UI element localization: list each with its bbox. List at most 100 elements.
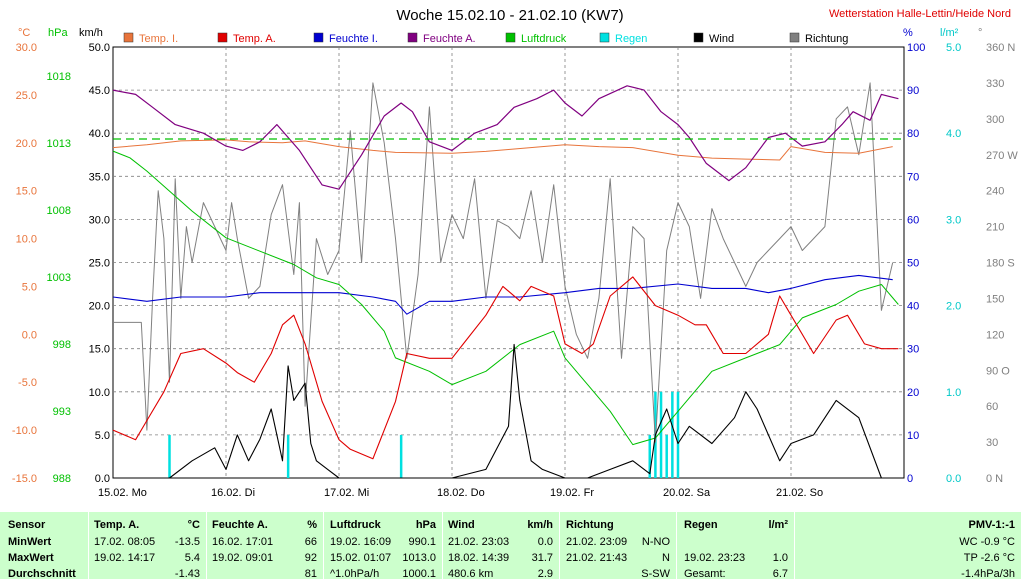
temp-tick-label: 20.0 <box>16 138 37 150</box>
x-axis-labels: 15.02. Mo 16.02. Di 17.02. Mi 18.02. Do 19.0… <box>98 487 823 499</box>
header-direction: Richtung <box>566 519 614 531</box>
max-hum-time: 19.02. 09:01 <box>212 552 274 564</box>
legend-swatch <box>789 32 800 43</box>
axis-unit-labels: °C hPa km/h % l/m² ° <box>18 27 982 39</box>
chart-title: Woche 15.02.10 - 21.02.10 (KW7) <box>396 7 623 24</box>
direction-tick-label: 330 <box>986 78 1004 90</box>
legend: Temp. I. Temp. A. Feuchte I. Feuchte A. Luft… <box>123 32 848 45</box>
min-wind-value: 0.0 <box>537 536 553 548</box>
right-axis-ticks: 10090807060504030201005.04.03.02.01.00.0… <box>907 42 1018 485</box>
header-temp: Temp. A. <box>94 519 140 531</box>
min-dir-time: 21.02. 23:09 <box>566 536 628 548</box>
pressure-tick-label: 1008 <box>47 205 71 217</box>
legend-label: Feuchte I. <box>329 33 378 45</box>
humidity-tick-label: 100 <box>907 42 925 54</box>
header-pmv: PMV-1:-1 <box>968 519 1015 531</box>
min-temp-value: -13.5 <box>174 536 200 548</box>
direction-tick-label: 60 <box>986 401 998 413</box>
rain-tick-label: 0.0 <box>946 473 961 485</box>
legend-label: Feuchte A. <box>423 33 476 45</box>
min-hum-value: 66 <box>304 536 317 548</box>
rain-total-label: Gesamt: <box>684 568 726 579</box>
max-dir-value: N <box>662 552 670 564</box>
humidity-tick-label: 20 <box>907 387 919 399</box>
wind-tick-label: 20.0 <box>89 301 110 313</box>
legend-label: Temp. A. <box>233 33 276 45</box>
min-press-value: 990.1 <box>408 536 436 548</box>
temp-tick-label: 25.0 <box>16 90 37 102</box>
max-press-value: 1013.0 <box>402 552 436 564</box>
header-rain: Regen <box>684 519 718 531</box>
header-pressure-unit: hPa <box>415 519 436 531</box>
humidity-tick-label: 60 <box>907 214 919 226</box>
rain-tick-label: 5.0 <box>946 42 961 54</box>
legend-swatch <box>123 32 134 43</box>
direction-tick-label: 150 <box>986 293 1004 305</box>
pmv-dew-point: TP -2.6 °C <box>963 552 1015 564</box>
row-label-average: Durchschnitt <box>8 568 76 579</box>
header-rain-unit: l/m² <box>768 519 788 531</box>
direction-tick-label: 300 <box>986 114 1004 126</box>
max-temp-time: 19.02. 14:17 <box>94 552 156 564</box>
wind-tick-label: 15.0 <box>89 344 110 356</box>
temp-tick-label: 10.0 <box>16 234 37 246</box>
direction-tick-label: 90 O <box>986 365 1010 377</box>
rain-tick-label: 3.0 <box>946 214 961 226</box>
rain-tick-label: 2.0 <box>946 301 961 313</box>
rain-tick-label: 1.0 <box>946 387 961 399</box>
wind-tick-label: 35.0 <box>89 171 110 183</box>
temp-tick-label: -10.0 <box>12 425 37 437</box>
rain-tick-label: 4.0 <box>946 128 961 140</box>
temp-a-line <box>112 276 899 460</box>
avg-temp-value: -1.43 <box>174 568 200 579</box>
pressure-tick-label: 1003 <box>47 272 71 284</box>
left-axis-ticks: 30.0 25.0 20.0 15.0 10.0 5.0 0.0 -5.0 -10.0 -15.0… <box>12 42 110 485</box>
humidity-tick-label: 40 <box>907 301 919 313</box>
temp-tick-label: 0.0 <box>22 329 37 341</box>
x-axis-day-label: 21.02. So <box>776 487 823 499</box>
humidity-tick-label: 50 <box>907 258 919 270</box>
max-hum-value: 92 <box>304 552 317 564</box>
pressure-trend: ^1.0hPa/h <box>330 568 380 579</box>
legend-label: Temp. I. <box>139 33 178 45</box>
min-dir-value: N-NO <box>641 536 670 548</box>
humidity-tick-label: 10 <box>907 430 919 442</box>
header-pressure: Luftdruck <box>330 519 381 531</box>
avg-dir-value: S-SW <box>641 568 670 579</box>
x-axis-day-label: 19.02. Fr <box>550 487 594 499</box>
series-layer <box>112 82 899 479</box>
humidity-tick-label: 70 <box>907 171 919 183</box>
wind-tick-label: 5.0 <box>95 430 110 442</box>
pressure-tick-label: 1013 <box>47 138 71 150</box>
plot-area <box>112 46 905 479</box>
station-name: Wetterstation Halle-Lettin/Heide Nord <box>829 8 1011 20</box>
min-hum-time: 16.02. 17:01 <box>212 536 274 548</box>
direction-tick-label: 120 <box>986 329 1004 341</box>
pressure-tick-label: 998 <box>53 339 71 351</box>
richtung-line <box>113 82 894 443</box>
temp-tick-label: 15.0 <box>16 186 37 198</box>
row-label-max: MaxWert <box>8 552 54 564</box>
x-axis-day-label: 20.02. Sa <box>663 487 711 499</box>
feuchte-i-line <box>112 274 893 315</box>
header-humidity: Feuchte A. <box>212 519 268 531</box>
direction-tick-label: 360 N <box>986 42 1015 54</box>
avg-hum-value: 81 <box>304 568 317 579</box>
humidity-tick-label: 80 <box>907 128 919 140</box>
wind-tick-label: 30.0 <box>89 214 110 226</box>
rain-unit-label: l/m² <box>940 27 959 39</box>
direction-tick-label: 0 N <box>986 473 1003 485</box>
min-temp-time: 17.02. 08:05 <box>94 536 156 548</box>
wind-distance: 480.6 km <box>448 568 494 579</box>
avg-wind-value: 2.9 <box>537 568 553 579</box>
row-label-min: MinWert <box>8 536 52 548</box>
temp-unit-label: °C <box>18 27 30 39</box>
wind-line <box>113 343 899 479</box>
statistics-panel: Sensor Temp. A. °C Feuchte A. % Luftdruc… <box>0 512 1021 579</box>
wind-tick-label: 40.0 <box>89 128 110 140</box>
pressure-tick-label: 993 <box>53 406 71 418</box>
rain-total-value: 6.7 <box>772 568 788 579</box>
header-sensor: Sensor <box>8 519 46 531</box>
x-axis-day-label: 17.02. Mi <box>324 487 369 499</box>
